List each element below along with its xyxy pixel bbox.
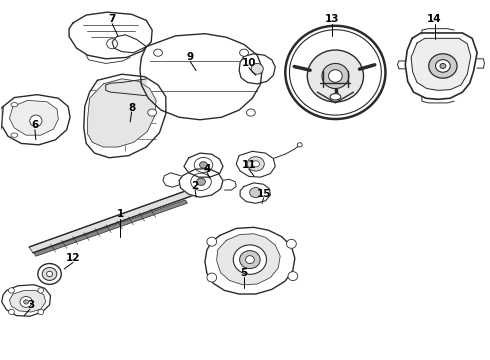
Polygon shape (9, 100, 58, 135)
Polygon shape (179, 168, 223, 197)
Ellipse shape (38, 264, 61, 284)
Text: 5: 5 (241, 267, 247, 278)
Ellipse shape (307, 50, 364, 102)
Text: 7: 7 (108, 14, 116, 24)
Ellipse shape (8, 288, 14, 293)
Text: 14: 14 (427, 14, 442, 24)
Ellipse shape (11, 133, 18, 137)
Ellipse shape (436, 60, 450, 72)
Text: 15: 15 (256, 189, 271, 199)
Ellipse shape (251, 63, 263, 74)
Ellipse shape (322, 63, 349, 89)
Text: 10: 10 (242, 58, 256, 68)
Text: 13: 13 (325, 14, 339, 24)
Polygon shape (140, 34, 262, 120)
Text: 4: 4 (203, 163, 211, 174)
Ellipse shape (11, 103, 18, 107)
Ellipse shape (38, 288, 44, 293)
Text: 3: 3 (27, 300, 35, 310)
Polygon shape (239, 54, 275, 84)
Ellipse shape (196, 178, 205, 185)
Ellipse shape (285, 26, 386, 119)
Ellipse shape (47, 271, 52, 276)
Ellipse shape (330, 94, 341, 100)
Polygon shape (84, 74, 166, 158)
Polygon shape (405, 33, 477, 99)
Polygon shape (88, 79, 156, 147)
Polygon shape (240, 183, 270, 203)
Ellipse shape (429, 54, 457, 78)
Polygon shape (69, 12, 152, 59)
Ellipse shape (240, 49, 248, 56)
Polygon shape (106, 79, 147, 96)
Ellipse shape (288, 272, 298, 280)
Polygon shape (0, 107, 3, 134)
Polygon shape (1, 285, 50, 316)
Ellipse shape (329, 70, 342, 82)
Ellipse shape (233, 245, 267, 274)
Text: 8: 8 (128, 103, 135, 113)
Ellipse shape (245, 256, 254, 264)
Ellipse shape (297, 143, 302, 147)
Ellipse shape (20, 297, 32, 307)
Polygon shape (9, 291, 46, 312)
Text: 11: 11 (242, 160, 256, 170)
Ellipse shape (148, 109, 157, 116)
Polygon shape (1, 95, 70, 145)
Ellipse shape (240, 251, 260, 269)
Ellipse shape (249, 188, 262, 198)
Ellipse shape (252, 161, 259, 167)
Polygon shape (411, 39, 471, 90)
Polygon shape (34, 200, 187, 256)
Ellipse shape (287, 239, 296, 248)
Polygon shape (236, 151, 275, 177)
Polygon shape (29, 180, 220, 253)
Ellipse shape (207, 237, 217, 246)
Ellipse shape (247, 157, 264, 171)
Polygon shape (217, 234, 280, 285)
Ellipse shape (246, 109, 255, 116)
Ellipse shape (42, 267, 57, 280)
Text: 2: 2 (192, 181, 199, 192)
Text: 6: 6 (31, 121, 39, 130)
Polygon shape (112, 35, 147, 53)
Ellipse shape (38, 309, 44, 315)
Ellipse shape (107, 39, 118, 49)
Ellipse shape (154, 49, 162, 56)
Polygon shape (184, 153, 223, 177)
Polygon shape (205, 227, 295, 294)
Ellipse shape (440, 63, 446, 68)
Ellipse shape (207, 273, 217, 282)
Text: 9: 9 (187, 52, 194, 62)
Ellipse shape (8, 309, 14, 315)
Ellipse shape (24, 300, 28, 304)
Ellipse shape (199, 162, 207, 168)
Text: 12: 12 (66, 253, 80, 263)
Text: 1: 1 (117, 209, 124, 219)
Ellipse shape (30, 115, 42, 127)
